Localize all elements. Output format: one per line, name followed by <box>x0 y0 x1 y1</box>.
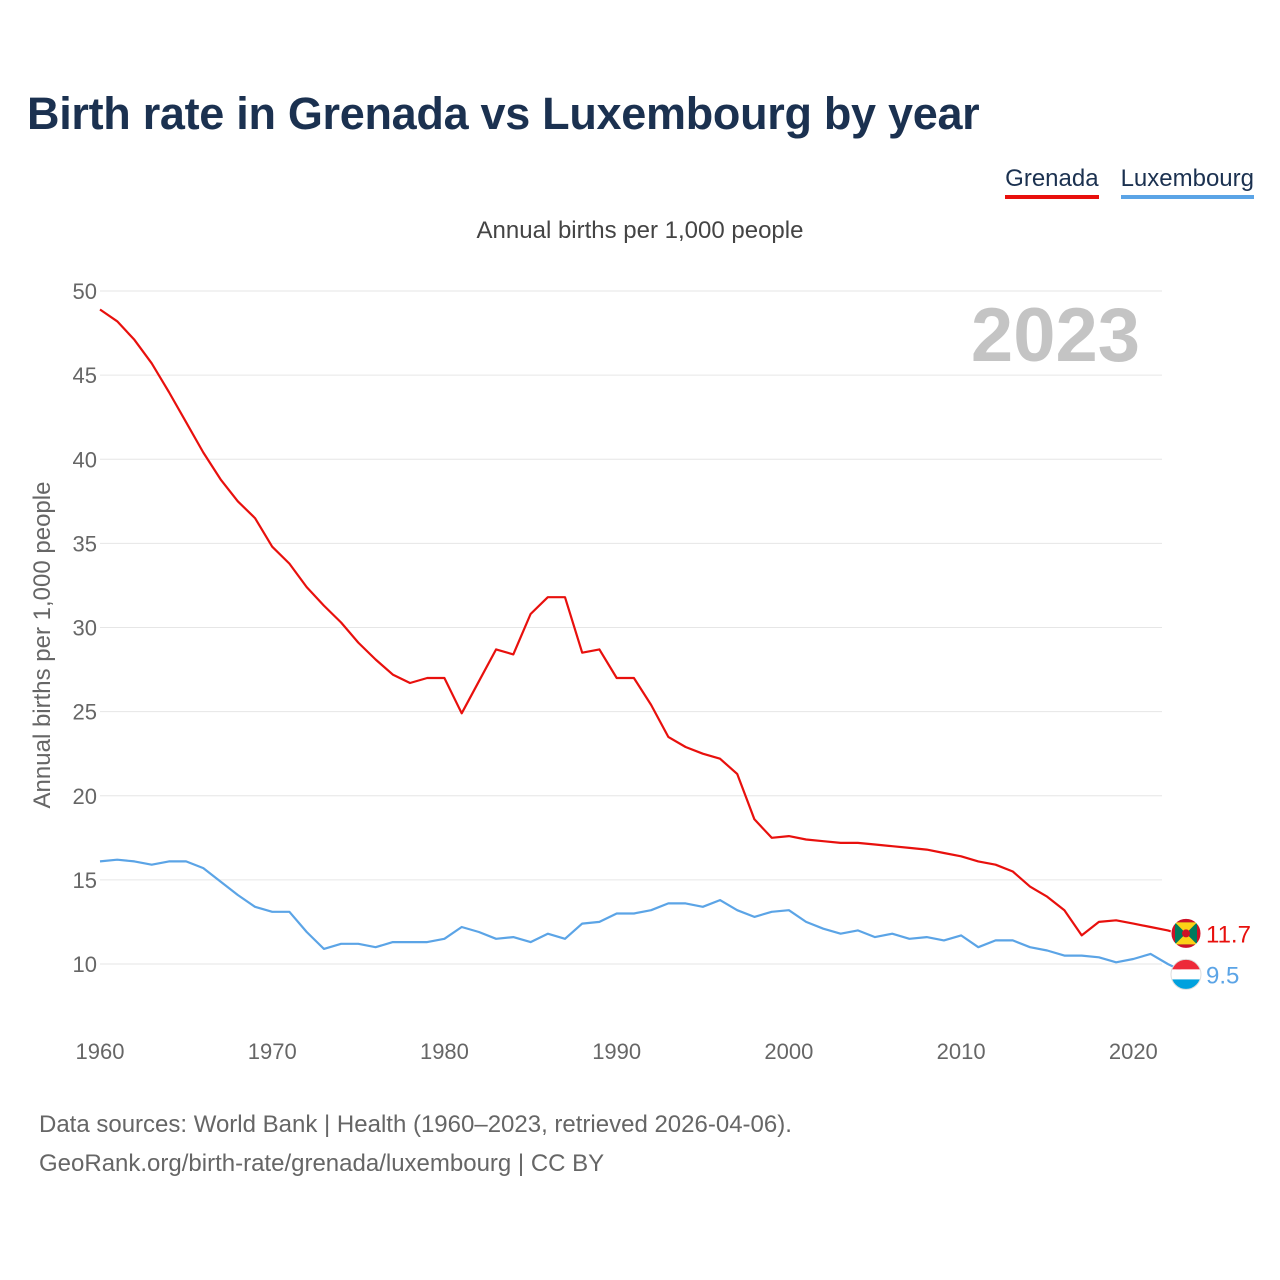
series-line-luxembourg <box>99 858 1186 974</box>
series-lines <box>99 308 1186 974</box>
series-line-grenada <box>99 308 1186 937</box>
year-watermark: 2023 <box>971 293 1140 378</box>
y-axis-label: Annual births per 1,000 people <box>29 482 56 809</box>
y-tick-label: 30 <box>73 616 97 641</box>
x-tick-label: 2010 <box>937 1039 986 1064</box>
y-tick-label: 25 <box>73 700 97 725</box>
legend-item-luxembourg[interactable]: Luxembourg <box>1120 165 1254 199</box>
y-tick-label: 45 <box>73 363 97 388</box>
footer: Data sources: World Bank | Health (1960–… <box>39 1105 792 1183</box>
footer-sources: Data sources: World Bank | Health (1960–… <box>39 1111 792 1138</box>
x-tick-label: 2000 <box>764 1039 813 1064</box>
footer-link[interactable]: GeoRank.org/birth-rate/grenada/luxembour… <box>39 1150 605 1177</box>
y-tick-label: 10 <box>73 952 97 977</box>
y-tick-label: 15 <box>73 868 97 893</box>
series-end-markers: 11.7 9.5 <box>1170 917 1251 990</box>
y-tick-label: 35 <box>73 531 97 556</box>
y-tick-label: 50 <box>73 279 97 304</box>
grid-lines <box>100 290 1162 965</box>
chart-subtitle: Annual births per 1,000 people <box>476 217 804 244</box>
chart-title: Birth rate in Grenada vs Luxembourg by y… <box>27 88 980 139</box>
x-tick-label: 1960 <box>76 1039 125 1064</box>
legend-item-grenada[interactable]: Grenada <box>1005 165 1099 199</box>
y-axis-ticks: 10 15 20 25 30 35 40 45 50 <box>73 279 97 977</box>
x-tick-label: 1990 <box>592 1039 641 1064</box>
legend: Grenada Luxembourg <box>1005 165 1254 199</box>
luxembourg-flag-icon <box>1170 958 1202 990</box>
y-tick-label: 20 <box>73 784 97 809</box>
luxembourg-end-label: 9.5 <box>1206 962 1239 989</box>
x-tick-label: 2020 <box>1109 1039 1158 1064</box>
x-tick-label: 1980 <box>420 1039 469 1064</box>
x-axis-ticks: 1960 1970 1980 1990 2000 2010 2020 <box>76 1039 1158 1064</box>
grenada-flag-icon <box>1170 917 1202 949</box>
y-tick-label: 40 <box>73 447 97 472</box>
x-tick-label: 1970 <box>248 1039 297 1064</box>
grenada-end-label: 11.7 <box>1206 921 1251 948</box>
